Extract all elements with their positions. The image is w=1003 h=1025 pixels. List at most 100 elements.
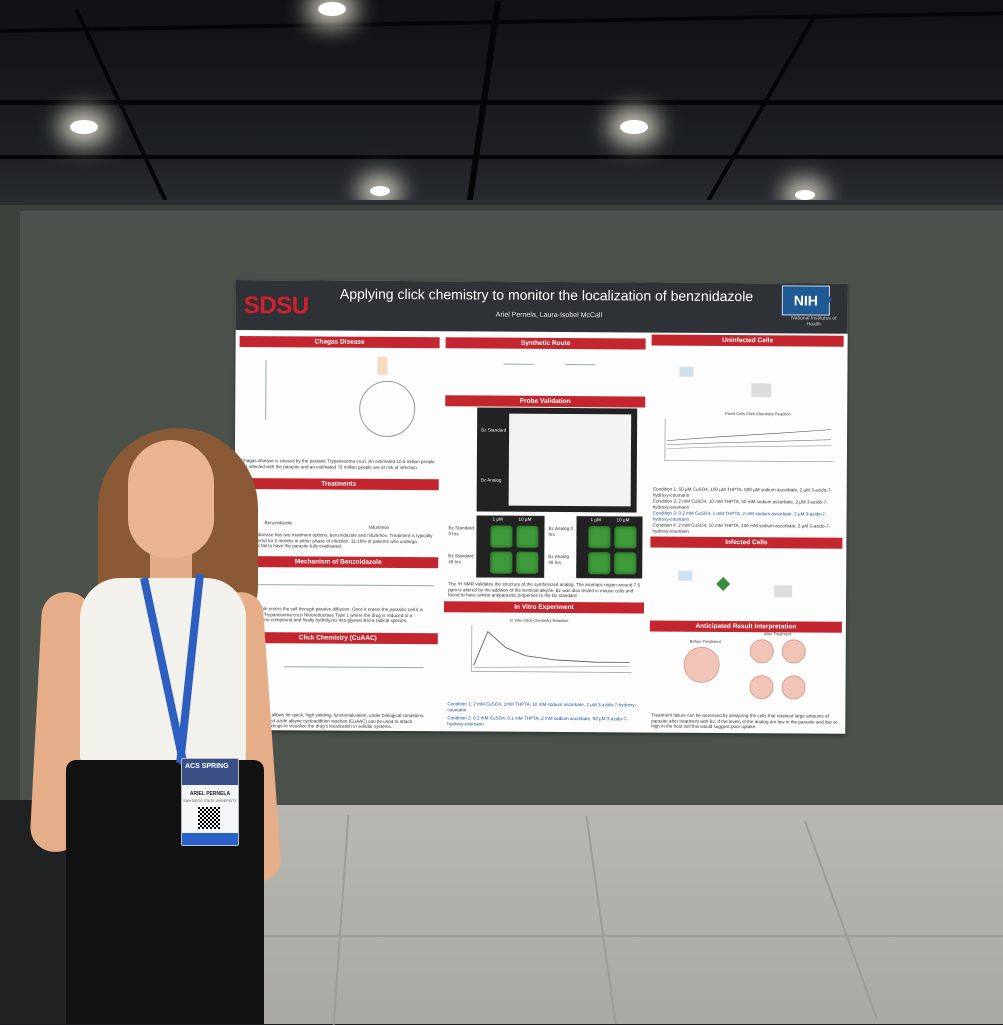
poster-title: Applying click chemistry to monitor the …	[340, 286, 753, 305]
ceiling-truss	[465, 1, 501, 215]
nih-arrow-icon	[822, 288, 832, 312]
label-before-treatment: Before Treatment	[690, 639, 721, 645]
section-chagas: Chagas Disease	[240, 336, 440, 348]
section-treatments: Treatments	[239, 478, 439, 490]
reaction-arrow	[565, 364, 595, 365]
microscopy-well	[588, 526, 610, 548]
microscopy-well	[614, 526, 636, 548]
nmr-label-standard: Bz Standard	[481, 428, 507, 434]
standard-grid: 1 μM 10 μM	[476, 515, 544, 577]
lifecycle-diagram	[359, 381, 415, 437]
ceiling-light	[370, 186, 390, 196]
uninfected-condition-3: Condition 3: 0.2 mM CuSO4, 1 mM THPTA, 2…	[653, 511, 843, 523]
host-cell-after	[749, 675, 773, 699]
poster-header: SDSU Applying click chemistry to monitor…	[236, 280, 848, 334]
ceiling-light	[795, 190, 815, 200]
badge-name: ARIEL PERNELA	[182, 791, 238, 797]
badge-event: ACS SPRING	[185, 763, 229, 770]
badge-footer	[182, 833, 238, 845]
anticipated-text: Treatment failure can be assessed by ana…	[651, 713, 841, 731]
floor-seam	[333, 815, 350, 1025]
mechanism-text: Benznidazole enters the cell through pas…	[240, 606, 436, 624]
grid-row-standard-48: Bz Standard 48 hrs	[448, 553, 474, 564]
timeline-line	[265, 360, 266, 420]
mechanism-scheme	[258, 584, 434, 586]
microscopy-well	[490, 552, 512, 574]
ceiling-truss	[707, 13, 818, 201]
section-anticipated-results: Anticipated Result Interpretation	[650, 621, 842, 633]
microscopy-well	[490, 526, 512, 548]
microscopy-well	[588, 552, 610, 574]
invitro-condition-1: Condition 1: 2 mM CuSO4, 1mM THPTA, 10 m…	[447, 701, 643, 713]
uninfected-series-line	[667, 429, 831, 442]
uninfected-series-line	[667, 445, 831, 450]
host-illustration	[377, 357, 387, 375]
microscopy-well	[614, 552, 636, 574]
research-poster: SDSU Applying click chemistry to monitor…	[233, 280, 848, 734]
uninfected-axis-x	[665, 461, 833, 462]
host-cell-after	[782, 639, 806, 663]
section-infected-cells: Infected Cells	[650, 537, 842, 549]
host-cell-after	[781, 675, 805, 699]
poster-board-edge	[0, 205, 20, 810]
sdsu-logo: SDSU	[244, 292, 309, 320]
grid-header-1um: 1 μM	[591, 517, 601, 523]
label-nifurtimox: Nifurtimox	[368, 525, 389, 531]
ceiling-light	[620, 120, 648, 134]
chagas-text: Chagas disease is caused by the parasite…	[241, 458, 437, 470]
microscopy-well	[516, 526, 538, 548]
section-in-vitro: In Vitro Experiment	[444, 601, 644, 613]
probe-text: The ¹H NMR validates the structure of th…	[448, 581, 644, 599]
invitro-condition-2: Condition 2: 0.2 mM CuSO4, 0.1 mM THPTA,…	[447, 715, 643, 727]
uninfected-condition-2: Condition 2: 2 mM CuSO4, 10 mM THPTA, 50…	[653, 499, 843, 511]
label-benznidazole: Benznidazole	[264, 520, 292, 526]
invitro-chart	[466, 621, 636, 676]
host-cell-after	[750, 639, 774, 663]
well-plate-illustration	[679, 367, 693, 377]
ceiling-light	[70, 120, 98, 134]
analog-grid: 1 μM 10 μM	[576, 516, 642, 578]
section-probe-validation: Probe Validation	[445, 395, 645, 407]
well-plate-illustration	[678, 571, 692, 581]
instrument-illustration	[751, 383, 771, 397]
microscopy-well	[516, 552, 538, 574]
section-uninfected-cells: Uninfected Cells	[652, 335, 844, 347]
nmr-spectrum-panel: Bz Standard Bz Analog	[477, 407, 638, 512]
ceiling-truss	[0, 155, 1003, 159]
nih-subtitle: National Institutes of Health	[784, 315, 844, 327]
ceiling-light	[318, 2, 346, 16]
uninfected-condition-4: Condition 4: 2 mM CuSO4, 10 mM THPTA, 10…	[652, 523, 842, 535]
grid-header-1um: 1 μM	[493, 517, 503, 523]
uninfected-chart	[657, 415, 837, 468]
poster-authors: Ariel Pernela, Laura-Isobel McCall	[496, 312, 602, 320]
uninfected-condition-3-text: Condition 3: 0.2 mM CuSO4, 1 mM THPTA, 2…	[653, 511, 827, 522]
uninfected-condition-1: Condition 1: 50 μM CuSO4, 100 μM THPTA, …	[653, 487, 843, 499]
click-scheme	[284, 666, 424, 668]
floor-seam	[804, 821, 878, 1019]
nmr-spectrum	[509, 414, 632, 507]
badge-qr-code	[198, 807, 220, 829]
grid-row-analog-48: Bz Analog 48 hrs	[548, 554, 574, 565]
invitro-axis-x	[472, 671, 632, 672]
nmr-label-analog: Bz Analog	[481, 477, 507, 483]
grid-row-analog-0: Bz Analog 0 hrs	[548, 526, 574, 537]
instrument-illustration	[774, 585, 792, 597]
badge-affiliation: SAN DIEGO STATE UNIVERSITY	[182, 799, 238, 803]
invitro-series-line	[474, 631, 630, 666]
infection-illustration	[716, 577, 730, 591]
section-synthetic-route: Synthetic Route	[446, 337, 646, 349]
ceiling-truss	[75, 9, 169, 206]
section-mechanism: Mechanism of Benznidazole	[238, 556, 438, 568]
section-click-chemistry: Click Chemistry (CuAAC)	[238, 632, 438, 644]
grid-header-10um: 10 μM	[617, 517, 630, 523]
name-badge: ACS SPRING ARIEL PERNELA SAN DIEGO STATE…	[181, 758, 239, 846]
invitro-condition-1-text: Condition 1: 2 mM CuSO4, 1mM THPTA, 10 m…	[447, 701, 636, 712]
grid-row-standard-0: Bz Standard 0 hrs	[448, 525, 474, 536]
invitro-series-line	[474, 665, 630, 668]
presenter-face	[128, 440, 214, 558]
treatments-text: Chagas disease has two treatment options…	[240, 532, 436, 550]
ceiling	[0, 0, 1003, 215]
ceiling-truss	[0, 100, 1003, 105]
floor-seam	[585, 816, 616, 1024]
uninfected-series-line	[667, 439, 831, 446]
